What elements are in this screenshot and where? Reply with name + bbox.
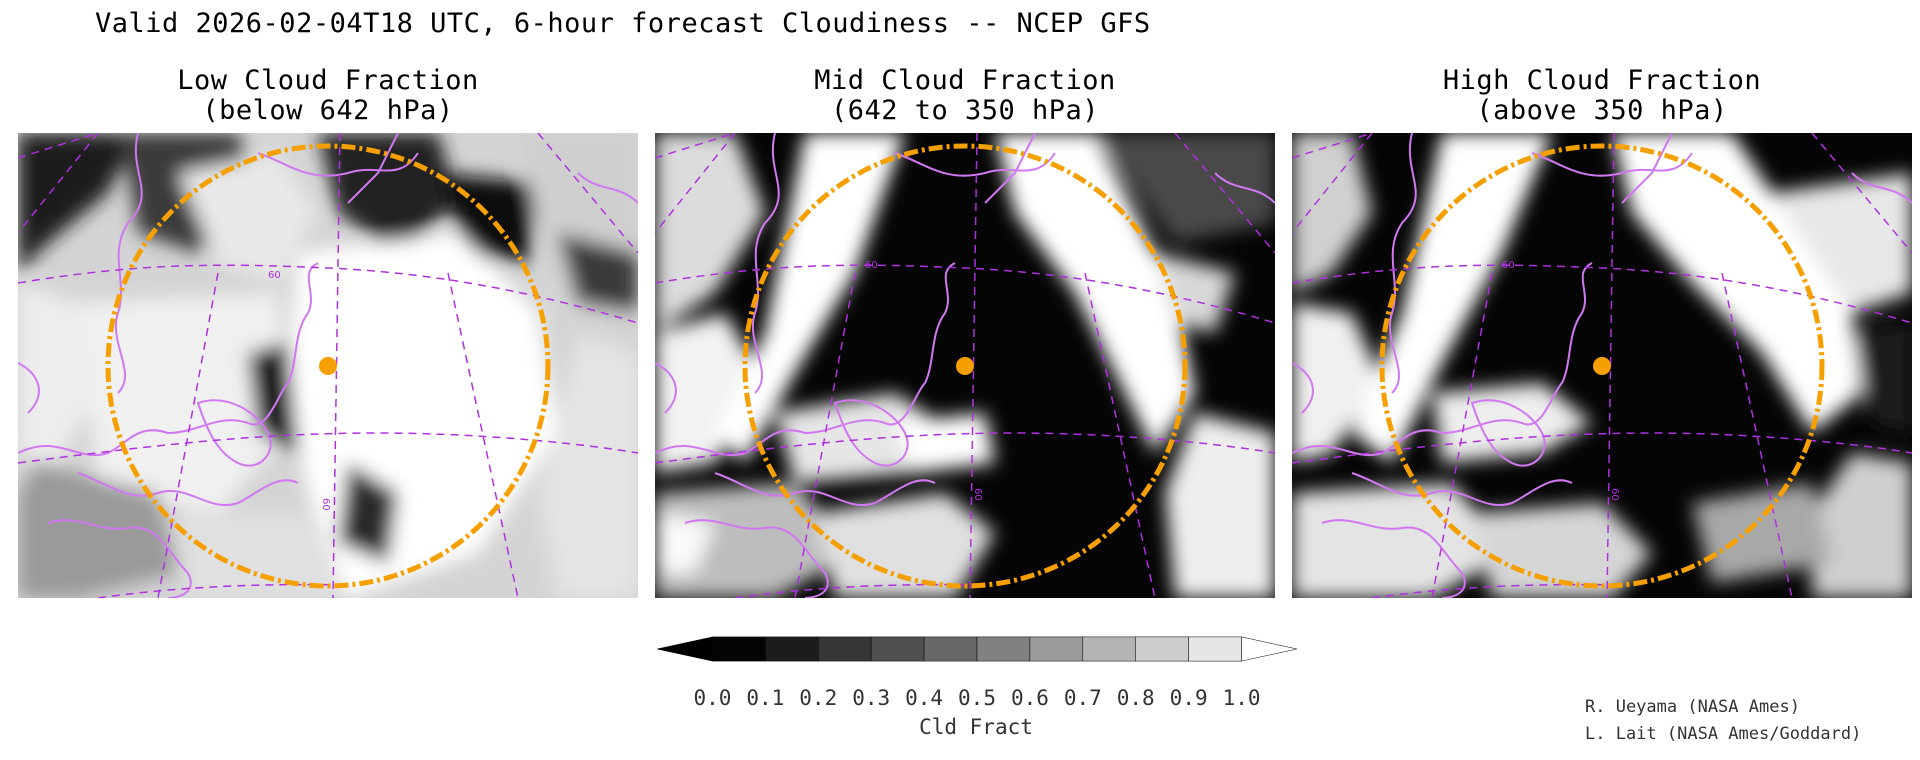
grid-label-bottom: 60 [972,488,983,501]
colorbar-swatch [818,636,872,662]
colorbar-tick-label: 0.3 [852,686,891,710]
range-ring [742,143,1188,589]
colorbar-swatch [923,636,978,662]
credit-line-2: L. Lait (NASA Ames/Goddard) [1585,724,1862,744]
colorbar-tick-label: 0.7 [1063,686,1102,710]
colorbar-tick-label: 0.2 [799,686,838,710]
map-high-svg: 60 60 [1292,133,1912,598]
colorbar-swatch [1029,636,1084,662]
colorbar-tick-label: 0.9 [1169,686,1208,710]
grid-label-top: 60 [268,270,281,281]
panel-title-high-line2: (above 350 hPa) [1476,95,1728,126]
panel-title-low: Low Cloud Fraction (below 642 hPa) [18,66,638,126]
grid-label-bottom: 60 [1609,488,1620,501]
map-mid-svg: 60 60 [655,133,1275,598]
cloud-field [18,133,638,598]
map-low-svg: 60 60 [18,133,638,598]
panel-title-mid-line1: Mid Cloud Fraction [814,65,1116,96]
colorbar-tick-label: 0.0 [693,686,732,710]
colorbar-tick-label: 0.1 [746,686,785,710]
colorbar-tick-label: 0.8 [1116,686,1155,710]
colorbar-tick-label: 0.6 [1010,686,1049,710]
map-panel-high: 60 60 [1292,133,1912,598]
site-marker [319,357,337,375]
colorbar-swatch [870,636,925,662]
panel-title-mid: Mid Cloud Fraction (642 to 350 hPa) [655,66,1275,126]
colorbar-swatch [1188,636,1242,662]
map-panel-mid: 60 60 [655,133,1275,598]
colorbar-swatch [1082,636,1136,662]
cloud-field [1292,133,1912,598]
colorbar-tick-label: 0.4 [905,686,944,710]
panel-title-mid-line2: (642 to 350 hPa) [830,95,1100,126]
colorbar-title: Cld Fract [919,715,1033,739]
range-ring [1379,143,1825,589]
panel-title-low-line2: (below 642 hPa) [202,95,454,126]
panel-title-high: High Cloud Fraction (above 350 hPa) [1292,66,1912,126]
colorbar-swatches [712,636,1242,662]
credit-line-1: R. Ueyama (NASA Ames) [1585,697,1800,717]
colorbar-swatch [712,636,766,662]
colorbar-over-arrow [1241,636,1297,662]
coastlines [655,133,1275,598]
coastlines [1292,133,1912,598]
colorbar-swatch [765,636,819,662]
coastlines [18,133,638,598]
panel-title-low-line1: Low Cloud Fraction [177,65,479,96]
colorbar [657,636,1297,662]
grid-label-top: 60 [865,260,878,271]
map-panel-low: 60 60 [18,133,638,598]
colorbar-tick-label: 0.5 [958,686,996,710]
site-marker [1593,357,1611,375]
grid-label-top: 60 [1502,260,1515,271]
panel-title-high-line1: High Cloud Fraction [1442,65,1762,96]
colorbar-under-arrow [657,636,713,662]
range-ring [105,143,551,589]
colorbar-swatch [976,636,1031,662]
site-marker [956,357,974,375]
colorbar-tick-label: 1.0 [1222,686,1261,710]
grid-label-bottom: 60 [320,498,331,511]
main-title: Valid 2026-02-04T18 UTC, 6-hour forecast… [95,8,1151,39]
colorbar-swatch [1135,636,1189,662]
